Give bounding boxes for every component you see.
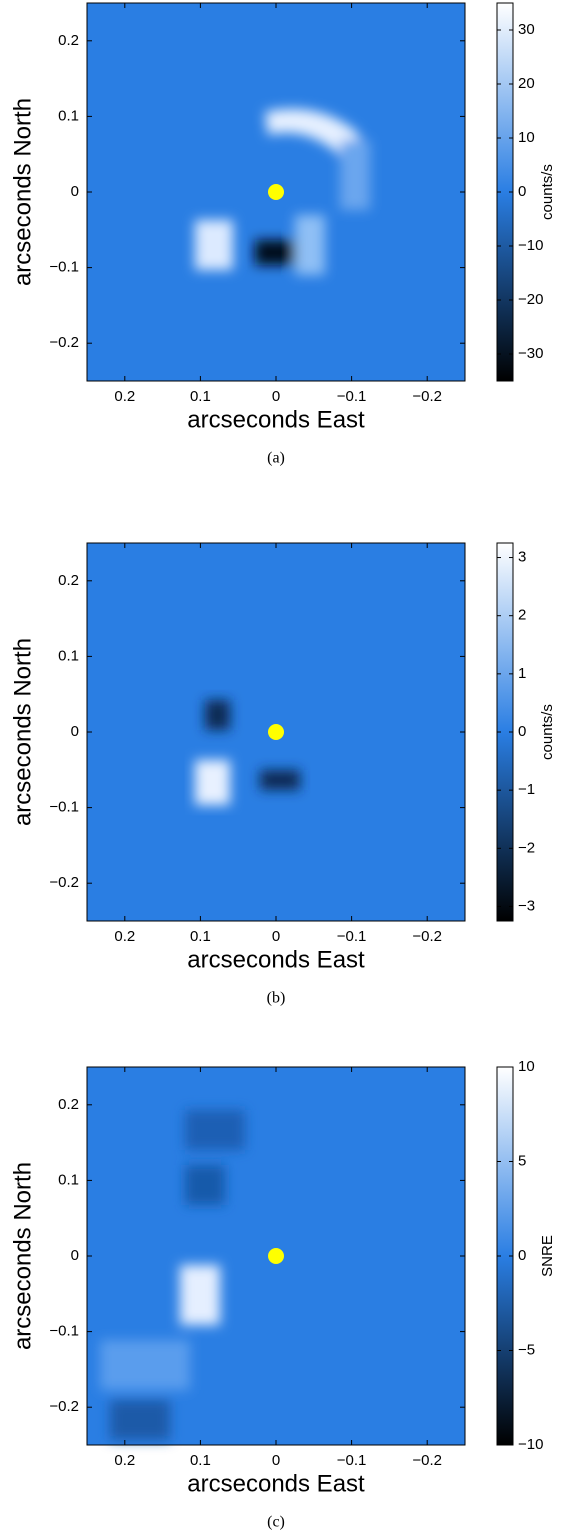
x-tick-label: 0.2: [114, 928, 135, 945]
x-axis-label: arcseconds East: [187, 406, 365, 433]
colorbar-tick-label: −1: [518, 781, 535, 798]
y-tick-label: −0.2: [49, 334, 79, 351]
x-tick-label: 0.1: [190, 928, 211, 945]
colorbar-tick-label: 0: [518, 723, 526, 740]
y-tick-label: 0.1: [58, 1171, 79, 1188]
colorbar-label: counts/s: [539, 164, 556, 220]
x-tick-label: 0: [272, 388, 280, 405]
x-tick-label: −0.2: [412, 388, 442, 405]
y-tick-label: 0.1: [58, 647, 79, 664]
x-tick-label: −0.1: [337, 388, 367, 405]
y-tick-label: −0.1: [49, 1323, 79, 1340]
colorbar-tick-label: −5: [518, 1341, 535, 1358]
colorbar-tick-label: −10: [518, 237, 543, 254]
y-axis-label: arcseconds North: [9, 98, 36, 286]
colorbar-tick-label: −2: [518, 839, 535, 856]
x-tick-label: −0.1: [337, 928, 367, 945]
x-tick-label: −0.2: [412, 928, 442, 945]
colorbar-tick-label: −3: [518, 897, 535, 914]
y-tick-label: −0.2: [49, 874, 79, 891]
colorbar-tick-label: −10: [518, 1436, 543, 1453]
y-tick-label: 0: [71, 183, 79, 200]
caption: (b): [267, 990, 286, 1007]
colorbar-tick-label: 2: [518, 607, 526, 624]
colorbar-tick-label: 10: [518, 129, 535, 146]
x-tick-label: 0: [272, 928, 280, 945]
y-tick-label: 0.1: [58, 107, 79, 124]
x-tick-label: −0.1: [337, 1452, 367, 1469]
caption: (c): [267, 1514, 285, 1531]
x-axis-label: arcseconds East: [187, 946, 365, 973]
y-tick-label: 0.2: [58, 572, 79, 589]
figure: 0.20.10−0.1−0.2−0.2−0.100.10.2−30−20−100…: [0, 0, 566, 1536]
y-tick-label: −0.1: [49, 799, 79, 816]
marker: [268, 184, 284, 200]
colorbar-tick-label: 10: [518, 1058, 535, 1075]
x-axis-label: arcseconds East: [187, 1470, 365, 1497]
colorbar-tick-label: −20: [518, 291, 543, 308]
colorbar-tick-label: 20: [518, 75, 535, 92]
y-tick-label: −0.2: [49, 1398, 79, 1415]
y-tick-label: 0.2: [58, 1096, 79, 1113]
marker: [268, 724, 284, 740]
colorbar-tick-label: 0: [518, 1247, 526, 1264]
x-tick-label: 0.1: [190, 388, 211, 405]
x-tick-label: 0: [272, 1452, 280, 1469]
y-axis-label: arcseconds North: [9, 1162, 36, 1350]
colorbar-label: counts/s: [539, 704, 556, 760]
y-axis-label: arcseconds North: [9, 638, 36, 826]
marker: [268, 1248, 284, 1264]
x-tick-label: −0.2: [412, 1452, 442, 1469]
y-tick-label: −0.1: [49, 259, 79, 276]
x-tick-label: 0.2: [114, 1452, 135, 1469]
colorbar-tick-label: 5: [518, 1152, 526, 1169]
y-tick-label: 0: [71, 723, 79, 740]
colorbar-tick-label: 1: [518, 665, 526, 682]
y-tick-label: 0: [71, 1247, 79, 1264]
y-tick-label: 0.2: [58, 32, 79, 49]
x-tick-label: 0.1: [190, 1452, 211, 1469]
caption: (a): [267, 450, 285, 467]
colorbar-tick-label: −30: [518, 345, 543, 362]
colorbar-tick-label: 3: [518, 549, 526, 566]
colorbar-tick-label: 0: [518, 183, 526, 200]
colorbar-tick-label: 30: [518, 21, 535, 38]
x-tick-label: 0.2: [114, 388, 135, 405]
colorbar-label: SNRE: [539, 1235, 556, 1277]
